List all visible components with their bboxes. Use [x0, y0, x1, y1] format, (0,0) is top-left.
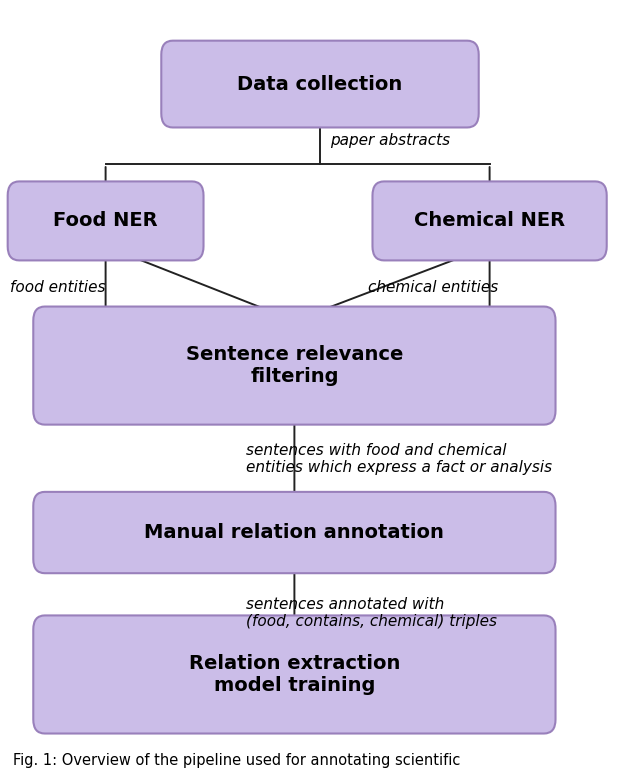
Text: food entities: food entities [10, 280, 105, 296]
Text: Manual relation annotation: Manual relation annotation [145, 523, 444, 542]
FancyBboxPatch shape [161, 41, 479, 127]
Text: Relation extraction
model training: Relation extraction model training [189, 654, 400, 695]
Text: Chemical NER: Chemical NER [414, 211, 565, 231]
Text: Food NER: Food NER [53, 211, 158, 231]
FancyBboxPatch shape [372, 181, 607, 260]
Text: sentences annotated with
(food, contains, chemical) triples: sentences annotated with (food, contains… [246, 597, 497, 630]
Text: Fig. 1: Overview of the pipeline used for annotating scientific: Fig. 1: Overview of the pipeline used fo… [13, 753, 460, 768]
FancyBboxPatch shape [33, 615, 556, 734]
FancyBboxPatch shape [8, 181, 204, 260]
Text: sentences with food and chemical
entities which express a fact or analysis: sentences with food and chemical entitie… [246, 443, 552, 475]
Text: chemical entities: chemical entities [368, 280, 499, 296]
FancyBboxPatch shape [33, 307, 556, 425]
Text: Data collection: Data collection [237, 74, 403, 94]
FancyBboxPatch shape [33, 492, 556, 573]
Text: Sentence relevance
filtering: Sentence relevance filtering [186, 345, 403, 386]
Text: paper abstracts: paper abstracts [330, 133, 450, 149]
